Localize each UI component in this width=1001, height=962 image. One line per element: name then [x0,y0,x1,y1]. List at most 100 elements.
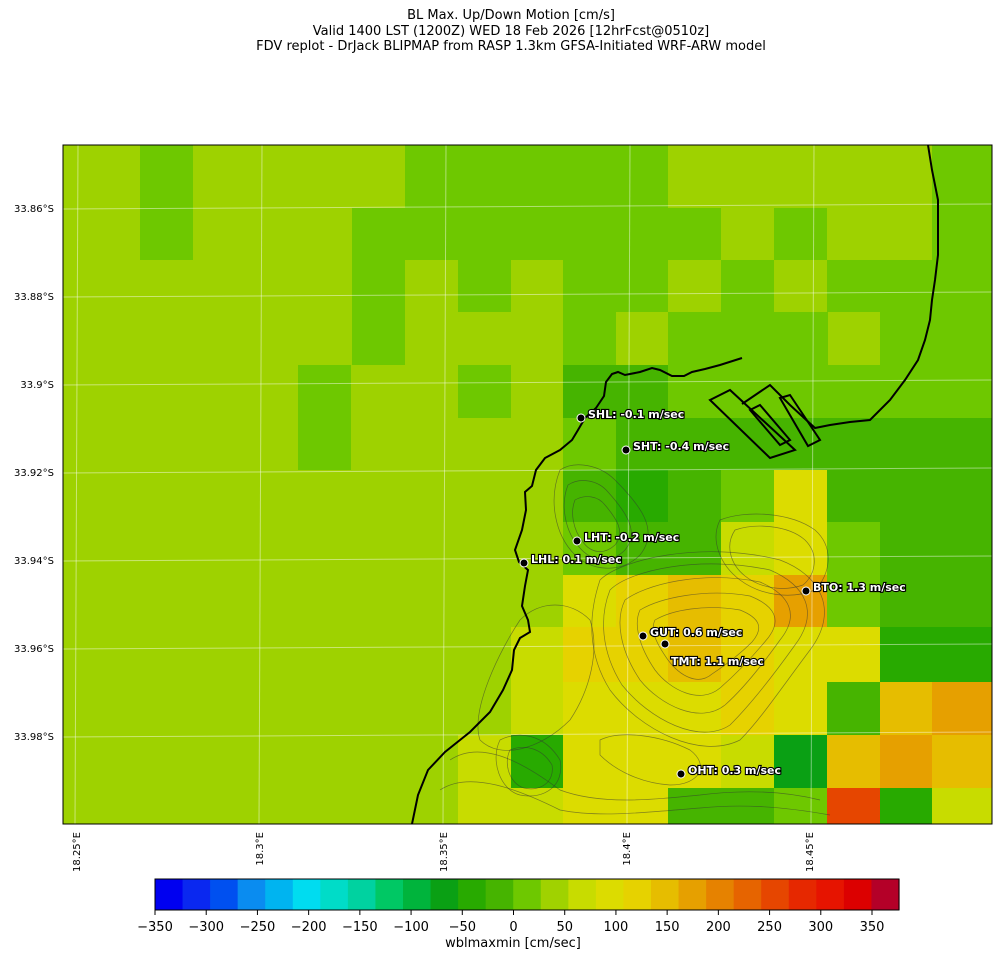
colorbar-swatch [292,879,321,910]
grid-cell [563,575,616,627]
station-marker[interactable] [519,558,529,568]
forecast-grid [140,145,992,824]
colorbar-swatch [155,879,184,910]
terrain-contours [439,464,831,816]
colorbar-tick-label: 150 [655,920,680,935]
station-label: LHL: 0.1 m/sec [531,553,622,566]
grid-cell [932,735,992,788]
colorbar-swatch [623,879,652,910]
colorbar-swatch [706,879,735,910]
grid-cell [668,627,721,682]
station-bto[interactable]: BTO: 1.3 m/sec [801,580,907,596]
grid-cell [511,627,563,682]
colorbar-tick-label: 250 [757,920,782,935]
grid-cell [352,260,405,365]
grid-cell [668,208,721,260]
coastline [411,145,939,824]
colorbar-swatch [788,879,817,910]
station-label: SHL: -0.1 m/sec [588,408,684,421]
colorbar-tick-label: 50 [556,920,573,935]
station-label: OHT: 0.3 m/sec [688,764,781,777]
grid-cell [563,788,668,824]
grid-cell [668,312,828,365]
colorbar-swatch [430,879,459,910]
station-marker[interactable] [660,639,670,649]
colorbar-tick-label: 0 [509,920,517,935]
station-sht[interactable]: SHT: -0.4 m/sec [621,439,730,455]
grid-cell [932,682,992,735]
station-marker[interactable] [572,536,582,546]
colorbar-tick-label: 100 [604,920,629,935]
colorbar-swatch [678,879,707,910]
colorbar-swatch [403,879,432,910]
grid-cell [458,788,563,824]
grid-cell [563,682,721,735]
grid-cell [563,735,721,788]
colorbar-tick-label: −50 [449,920,476,935]
station-oht[interactable]: OHT: 0.3 m/sec [676,763,782,779]
grid-cell [511,735,563,788]
colorbar-swatch [347,879,377,910]
colorbar-swatch [843,879,873,910]
colorbar-label: wblmaxmin [cm/sec] [445,936,581,951]
lat-label: 33.92°S [14,468,54,479]
station-lht[interactable]: LHT: -0.2 m/sec [572,530,680,546]
grid-cell [668,575,721,627]
colorbar-swatch [237,879,266,910]
grid-cell [932,145,992,260]
graticule [63,145,992,824]
grid-cell [774,788,827,824]
station-marker[interactable] [621,445,631,455]
colorbar-swatch [375,879,404,910]
colorbar-swatch [733,879,762,910]
grid-cell [668,788,774,824]
colorbar-frame [154,878,900,911]
colorbar-swatch [485,879,514,910]
colorbar-tick-label: −100 [393,920,429,935]
station-marker[interactable] [638,631,648,641]
station-label: BTO: 1.3 m/sec [813,581,906,594]
grid-cell [827,575,880,627]
grid-cell [721,575,774,627]
colorbar-swatch [320,879,349,910]
colorbar-swatch [595,879,625,910]
station-marker[interactable] [576,413,586,423]
colorbar-ticks: −350 −300 −250 −200 −150 −100 −50 0 50 100 150 200 2… [137,910,884,935]
grid-cell [458,260,511,312]
grid-cell [827,735,880,788]
colorbar-tick-label: −250 [240,920,276,935]
grid-cell [563,418,616,470]
colorbar-swatch [265,879,294,910]
grid-cell [932,788,992,824]
colorbar-swatch [816,879,845,910]
colorbar-swatch [568,879,597,910]
colorbar-tick-label: −300 [188,920,224,935]
grid-cell [616,418,721,470]
colorbar-swatch [761,879,790,910]
grid-cell [774,208,827,260]
grid-cell [721,735,774,788]
grid-cell [774,682,827,735]
grid-cell [880,735,933,788]
colorbar-swatch [513,879,542,910]
colorbar-swatch [210,879,239,910]
grid-cell [721,418,992,470]
colorbar-swatch [182,879,211,910]
station-shl[interactable]: SHL: -0.1 m/sec [576,407,685,423]
grid-cell [827,260,880,312]
lat-label: 33.88°S [14,292,54,303]
station-marker[interactable] [801,586,811,596]
grid-cell [140,145,193,260]
station-marker[interactable] [676,769,686,779]
grid-cell [352,208,668,260]
lat-label: 33.94°S [14,556,54,567]
grid-cell [880,788,933,824]
station-lhl[interactable]: LHL: 0.1 m/sec [519,552,623,568]
station-tmt[interactable]: TMT: 1.1 m/sec [660,639,765,669]
station-gut[interactable]: GUT: 0.6 m/sec [638,625,744,641]
grid-cell [298,365,351,470]
grid-cell [827,470,992,522]
grid-cell [774,575,827,627]
title-line-1: BL Max. Up/Down Motion [cm/s] [407,8,615,23]
grid-cell [616,522,721,575]
